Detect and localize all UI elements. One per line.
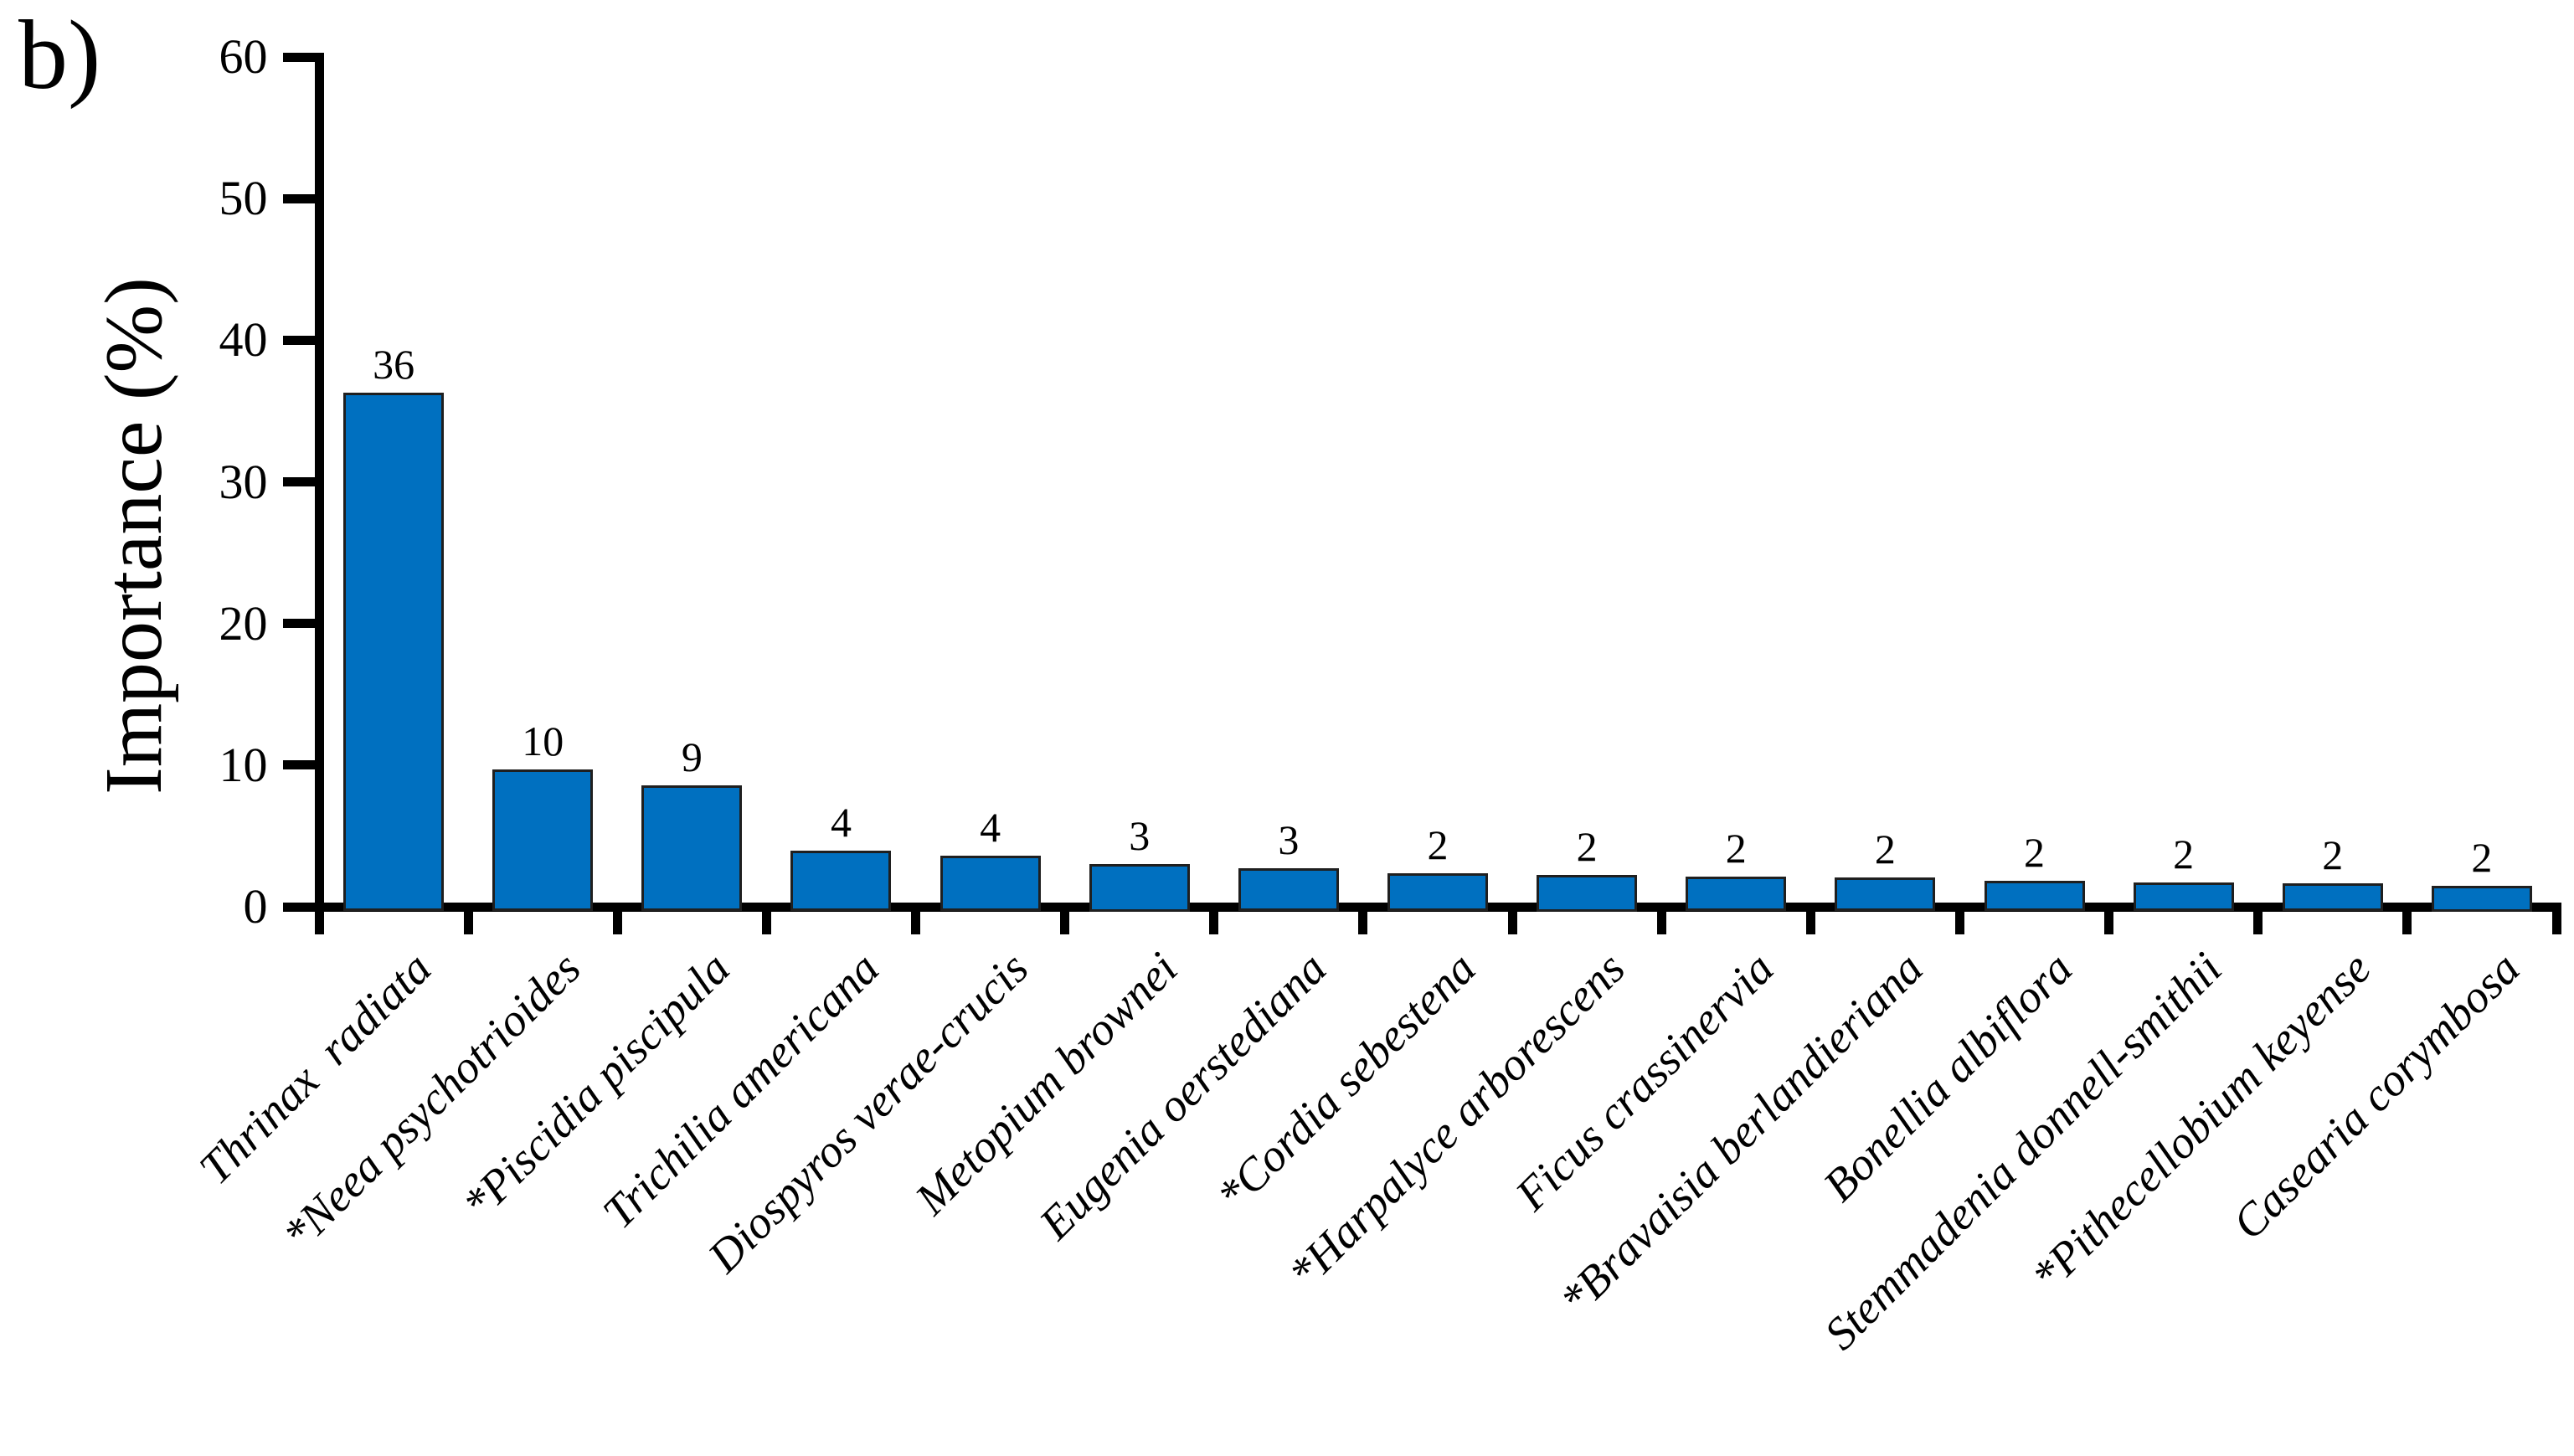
bar-value-label: 3: [1129, 812, 1151, 860]
x-tick: [1358, 911, 1368, 934]
bar: [790, 851, 892, 912]
x-tick: [1954, 911, 1964, 934]
bar: [1387, 873, 1488, 912]
bar: [641, 785, 743, 912]
bar: [1835, 877, 1936, 912]
y-tick-label: 60: [219, 29, 268, 84]
x-tick: [2253, 911, 2263, 934]
category-label: Ficus crassinervia: [1506, 942, 1784, 1221]
y-tick-label: 30: [219, 454, 268, 509]
bar-value-label: 2: [1576, 822, 1598, 870]
y-tick: [282, 902, 315, 912]
bar: [1089, 864, 1190, 912]
x-tick: [1209, 911, 1219, 934]
category-label: *Piscidia piscipula: [452, 942, 740, 1229]
bar: [2431, 885, 2532, 912]
x-tick: [612, 911, 622, 934]
category-label: Metopium brownei: [904, 942, 1187, 1225]
bar-value-label: 2: [2173, 831, 2195, 878]
category-label: *Neea psychotrioides: [272, 942, 590, 1260]
y-tick: [282, 619, 315, 629]
y-tick-label: 40: [219, 312, 268, 368]
bar: [2282, 883, 2383, 912]
bar-value-label: 3: [1278, 816, 1300, 864]
y-tick: [282, 52, 315, 62]
bar: [1984, 880, 2085, 912]
y-tick: [282, 477, 315, 486]
y-tick-label: 50: [219, 171, 268, 226]
category-label: Casearia corymbosa: [2222, 942, 2530, 1249]
x-tick: [1507, 911, 1517, 934]
category-label: *Cordia sebestena: [1207, 942, 1485, 1221]
x-tick: [314, 911, 324, 934]
bar: [1537, 874, 1638, 912]
x-tick: [911, 911, 921, 934]
x-tick: [1060, 911, 1070, 934]
x-tick: [2104, 911, 2114, 934]
y-axis: [314, 52, 324, 912]
bar: [1686, 877, 1787, 912]
bar-value-label: 2: [1874, 826, 1896, 873]
bar: [343, 392, 445, 912]
y-tick-label: 0: [243, 879, 268, 934]
bar-value-label: 2: [2471, 833, 2493, 881]
y-tick: [282, 335, 315, 345]
bar-value-label: 2: [2024, 828, 2046, 876]
y-tick: [282, 760, 315, 770]
y-tick: [282, 193, 315, 203]
category-label: Eugenia oerstediana: [1029, 942, 1336, 1249]
x-tick: [2402, 911, 2412, 934]
x-tick: [2551, 911, 2561, 934]
bar: [940, 856, 1041, 912]
y-tick-label: 10: [219, 737, 268, 792]
bar-value-label: 9: [681, 733, 703, 780]
bar: [1238, 868, 1339, 912]
category-label: Trichilia americana: [592, 942, 889, 1238]
bar-value-label: 4: [830, 799, 852, 846]
bar-value-label: 2: [2322, 831, 2344, 879]
bar-value-label: 2: [1725, 825, 1747, 872]
bar-value-label: 36: [373, 340, 415, 388]
x-tick: [1656, 911, 1666, 934]
bar: [2133, 882, 2234, 912]
x-tick: [761, 911, 771, 934]
x-tick: [1805, 911, 1815, 934]
bar-value-label: 4: [980, 804, 1001, 851]
bar: [492, 769, 594, 912]
y-tick-label: 20: [219, 595, 268, 651]
x-tick: [463, 911, 473, 934]
panel-label: b): [18, 0, 101, 110]
bar-value-label: 10: [522, 717, 564, 764]
bar-value-label: 2: [1427, 821, 1449, 869]
